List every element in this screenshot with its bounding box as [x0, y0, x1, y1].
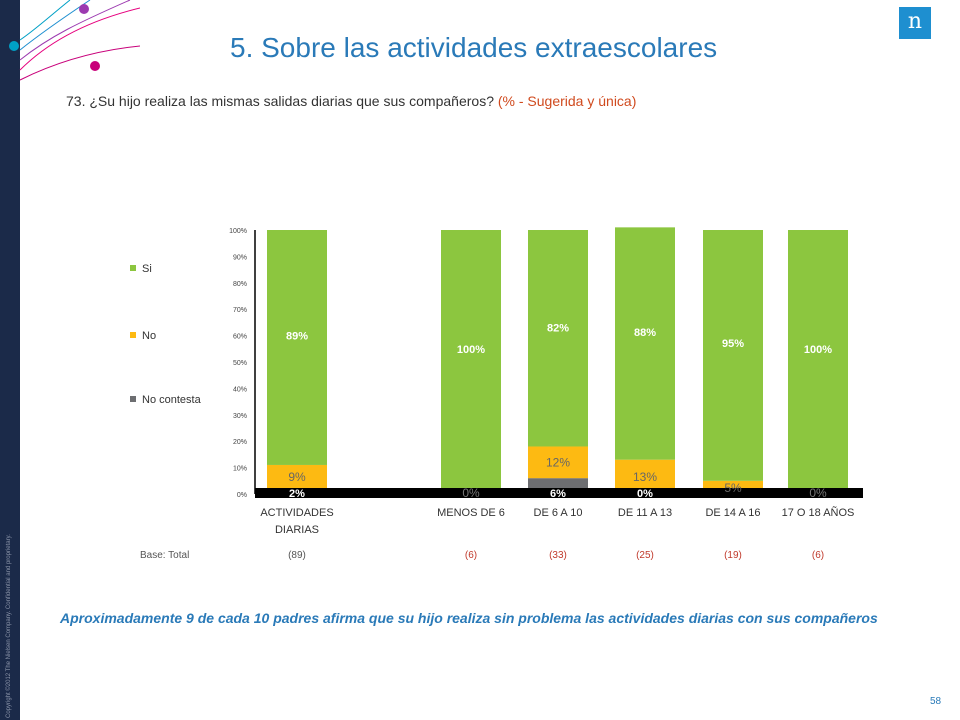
question-body: 73. ¿Su hijo realiza las mismas salidas … — [66, 93, 494, 109]
copyright-notice: Copyright ©2012 The Nielsen Company. Con… — [6, 534, 12, 718]
data-label: 100% — [804, 344, 832, 356]
category-label: ACTIVIDADES — [260, 507, 333, 519]
legend-label: No contesta — [142, 394, 202, 406]
data-label: 89% — [286, 331, 308, 343]
page-number: 58 — [930, 696, 942, 707]
question-tag: (% - Sugerida y única) — [497, 93, 637, 109]
left-band — [0, 0, 20, 720]
category-label: DE 14 A 16 — [705, 507, 760, 519]
y-tick-label: 80% — [233, 281, 247, 288]
y-tick-label: 10% — [233, 466, 247, 473]
legend-label: No — [142, 330, 156, 342]
y-tick-label: 50% — [233, 360, 247, 367]
bar-segment-si — [441, 230, 501, 494]
data-label: 0% — [462, 486, 480, 500]
base-value: (6) — [465, 550, 477, 561]
category-label: DIARIAS — [275, 524, 319, 536]
y-tick-label: 60% — [233, 334, 247, 341]
data-label: 82% — [547, 322, 569, 334]
y-tick-label: 20% — [233, 439, 247, 446]
data-label: 88% — [634, 327, 656, 339]
y-tick-label: 40% — [233, 386, 247, 393]
y-tick-label: 90% — [233, 254, 247, 261]
data-label: 6% — [550, 488, 566, 500]
question-text: 73. ¿Su hijo realiza las mismas salidas … — [66, 93, 636, 109]
data-label: 0% — [809, 486, 827, 500]
category-label: 17 O 18 AÑOS — [782, 506, 855, 519]
data-label: 13% — [633, 470, 657, 484]
stacked-bar-chart: 0% 10% 20% 30% 40% 50% 60% 70% 80% 90% 100% 2% 9% 89%… — [130, 227, 863, 561]
base-value: (25) — [636, 550, 654, 561]
bar-segment-no — [528, 446, 588, 479]
bar-segment-si — [788, 230, 848, 494]
base-value: (6) — [812, 550, 824, 561]
base-value: (89) — [288, 550, 306, 561]
x-axis-band — [255, 488, 863, 498]
base-value: (19) — [724, 550, 742, 561]
legend-swatch — [130, 265, 136, 271]
data-label: 0% — [637, 488, 653, 500]
category-label: DE 6 A 10 — [534, 507, 583, 519]
legend-swatch — [130, 332, 136, 338]
base-label: Base: Total — [140, 550, 189, 561]
category-label: MENOS DE 6 — [437, 507, 505, 519]
bar-segment-si — [703, 230, 763, 481]
bar-segment-si — [615, 227, 675, 460]
nielsen-logo: n — [899, 7, 931, 39]
data-label: 5% — [724, 481, 742, 495]
category-label: DE 11 A 13 — [618, 507, 672, 519]
y-tick-label: 100% — [229, 228, 247, 235]
decorative-lines-graphic — [9, 0, 140, 81]
bar-segment-no — [267, 464, 327, 489]
y-tick-label: 0% — [237, 492, 247, 499]
data-label: 2% — [289, 488, 305, 500]
page-title: 5. Sobre las actividades extraescolares — [230, 32, 718, 63]
legend-swatch — [130, 396, 136, 402]
data-label: 9% — [288, 470, 306, 484]
summary-text: Aproximadamente 9 de cada 10 padres afir… — [60, 610, 878, 626]
y-tick-label: 30% — [233, 413, 247, 420]
y-tick-label: 70% — [233, 307, 247, 314]
data-label: 100% — [457, 344, 485, 356]
bar-segment-si — [267, 230, 327, 465]
bar-segment-si — [528, 230, 588, 447]
data-label: 12% — [546, 455, 570, 469]
legend-label: Si — [142, 263, 152, 275]
data-label: 95% — [722, 338, 744, 350]
base-value: (33) — [549, 550, 567, 561]
